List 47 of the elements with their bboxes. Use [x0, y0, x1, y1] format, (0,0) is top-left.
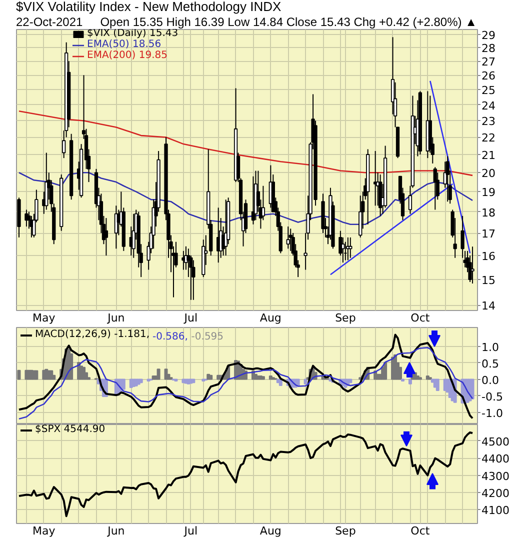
y-tick-label: 29 [482, 29, 496, 42]
text: Open 15.35 High 16.39 Low 14.84 Close 15.43 Chg +0.42 (+2.80%) ▲ [100, 15, 477, 29]
y-tick-label: 25 [482, 84, 496, 98]
y-tick-label: 28 [482, 42, 496, 56]
legend-label: EMA(200) 19.85 [87, 50, 168, 61]
y-tick-label: 19 [482, 186, 496, 200]
legend-label: EMA(50) 18.56 [87, 39, 162, 50]
y-tick-label: 0.5 [482, 357, 499, 370]
y-tick-label: 4300 [482, 470, 510, 483]
y-tick-label: 18 [482, 206, 496, 220]
y-tick-label: 24 [482, 99, 496, 112]
x-tick-label: Jun [106, 524, 125, 538]
x-tick-label: May [32, 312, 56, 324]
y-tick-label: 17 [482, 228, 496, 241]
y-tick-label: -1.0 [482, 406, 503, 420]
x-tick-label: Jul [183, 312, 198, 324]
y-tick-label: 20 [482, 167, 496, 180]
x-tick-label: Jul [183, 524, 198, 538]
y-tick-label: 4100 [482, 504, 510, 518]
x-tick-label: Oct [410, 524, 430, 538]
y-tick-label: 4200 [482, 487, 510, 500]
y-tick-label: 0.0 [482, 374, 499, 387]
x-tick-label: Aug [260, 524, 282, 538]
x-tick-label: Sep [335, 312, 356, 324]
y-tick-label: 21 [482, 149, 496, 162]
x-tick-label: Sep [335, 524, 356, 538]
text: -0.586, [152, 332, 188, 342]
y-tick-label: 27 [482, 56, 496, 69]
x-tick-label: May [32, 524, 56, 538]
legend-label: MACD(12,26,9) -1.181, [35, 329, 150, 340]
y-tick-label: 14 [482, 300, 496, 313]
text: -0.595 [191, 332, 224, 342]
y-tick-label: 16 [482, 250, 496, 264]
x-tick-label: Aug [260, 312, 282, 324]
y-tick-label: 22 [482, 132, 496, 145]
legend-label: $SPX 4544.90 [35, 424, 106, 435]
chart-subtitle: 22-Oct-2021 [16, 15, 83, 29]
chart-title: $VIX Volatility Index - New Methodology INDX [16, 0, 282, 14]
y-tick-label: 1.0 [482, 340, 499, 354]
y-tick-label: 4400 [482, 452, 510, 466]
x-tick-label: Jun [106, 312, 125, 324]
y-tick-label: 23 [482, 115, 496, 128]
y-tick-label: 26 [482, 70, 496, 83]
y-tick-label: 15 [482, 274, 496, 288]
y-tick-label: -0.5 [482, 390, 503, 404]
y-tick-label: 4500 [482, 435, 510, 448]
x-tick-label: Oct [410, 312, 430, 324]
